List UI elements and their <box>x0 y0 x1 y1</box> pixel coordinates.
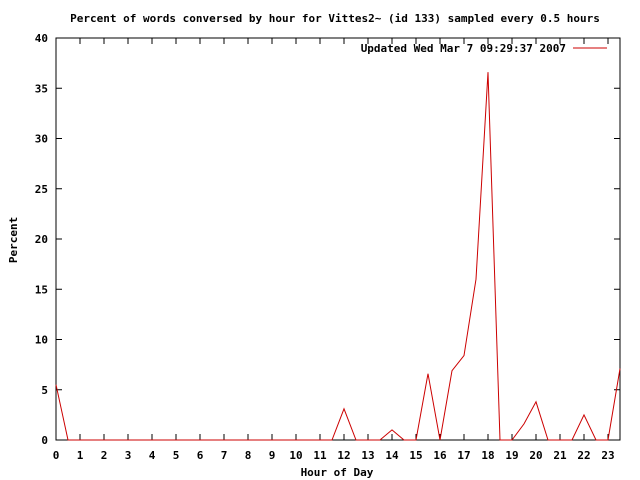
x-tick-label: 14 <box>385 449 399 462</box>
x-tick-label: 19 <box>505 449 518 462</box>
x-tick-label: 3 <box>125 449 132 462</box>
x-tick-label: 2 <box>101 449 108 462</box>
x-tick-label: 18 <box>481 449 494 462</box>
y-axis-label: Percent <box>7 217 20 263</box>
x-axis-label: Hour of Day <box>301 466 374 479</box>
chart-title: Percent of words conversed by hour for V… <box>70 12 600 25</box>
x-tick-label: 16 <box>433 449 447 462</box>
x-tick-label: 23 <box>601 449 614 462</box>
y-tick-label: 40 <box>35 32 48 45</box>
x-tick-label: 10 <box>289 449 302 462</box>
x-tick-label: 7 <box>221 449 228 462</box>
x-tick-label: 22 <box>577 449 590 462</box>
y-tick-label: 0 <box>41 434 48 447</box>
legend: Updated Wed Mar 7 09:29:37 2007 <box>361 42 607 55</box>
x-tick-label: 11 <box>313 449 327 462</box>
legend-label: Updated Wed Mar 7 09:29:37 2007 <box>361 42 566 55</box>
x-tick-label: 4 <box>149 449 156 462</box>
plot-frame <box>55 37 621 441</box>
y-tick-label: 15 <box>35 283 48 296</box>
x-tick-label: 1 <box>77 449 84 462</box>
y-tick-label: 35 <box>35 82 48 95</box>
x-tick-label: 0 <box>53 449 60 462</box>
x-tick-label: 21 <box>553 449 567 462</box>
x-tick-label: 17 <box>457 449 470 462</box>
y-tick-label: 20 <box>35 233 48 246</box>
x-tick-label: 15 <box>409 449 422 462</box>
x-tick-label: 9 <box>269 449 276 462</box>
x-tick-label: 5 <box>173 449 180 462</box>
x-tick-label: 6 <box>197 449 204 462</box>
x-tick-label: 8 <box>245 449 252 462</box>
series-line <box>55 72 621 441</box>
y-tick-label: 5 <box>41 384 48 397</box>
y-tick-label: 10 <box>35 334 48 347</box>
series-layer <box>55 72 621 441</box>
y-tick-label: 30 <box>35 133 48 146</box>
x-tick-label: 12 <box>337 449 350 462</box>
x-tick-label: 13 <box>361 449 374 462</box>
y-tick-label: 25 <box>35 183 48 196</box>
x-tick-label: 20 <box>529 449 542 462</box>
